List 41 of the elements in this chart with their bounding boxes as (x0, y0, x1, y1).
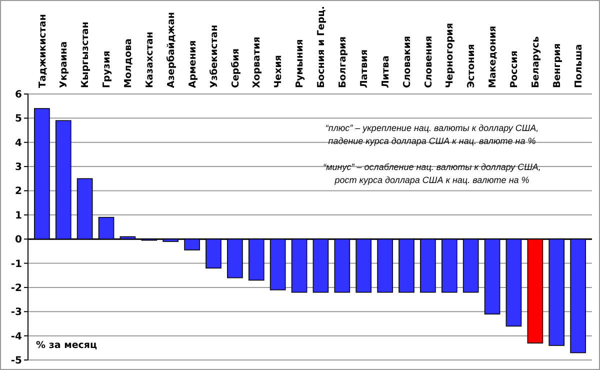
x-tick-label: Латвия (358, 49, 370, 88)
x-tick-label: Россия (509, 50, 520, 88)
x-tick-label: Хорватия (252, 36, 263, 88)
x-tick-label: Болгария (337, 36, 348, 88)
x-tick-label: Казахстан (144, 32, 156, 88)
y-tick-label: 0 (15, 234, 22, 246)
annotation: “минус” – ослабление нац. валюты к доллару США, рост курса доллара США к нац. валюте на % (323, 162, 541, 185)
y-tick-label: -2 (10, 282, 22, 294)
y-tick-label: 2 (15, 186, 22, 198)
y-tick-label: -4 (10, 331, 22, 342)
x-tick-label: Словения (423, 36, 434, 88)
y-tick-label: -5 (10, 356, 22, 366)
x-tick-label: Кыргызстан (80, 22, 92, 88)
x-tick-label: Украина (58, 41, 70, 88)
x-tick-label: Босния и Герц. (316, 6, 328, 88)
x-tick-label: Молдова (123, 38, 134, 88)
x-tick-label: Таджикистан (37, 14, 48, 88)
y-tick-label: 4 (15, 138, 22, 149)
x-tick-label: Македония (488, 26, 499, 88)
x-tick-label: Литва (380, 56, 392, 88)
y-tick-label: 1 (15, 210, 22, 222)
y-tick-label: 5 (15, 114, 22, 125)
x-tick-label: Эстония (466, 44, 478, 88)
x-tick-label: Беларусь (530, 36, 542, 88)
annotation: “плюс” – укрепление нац. валюты к доллару США, падение курса доллара США к нац. валюте на % (325, 123, 539, 146)
y-tick-label: -3 (10, 307, 22, 318)
x-tick-label: Румыния (294, 39, 306, 88)
x-tick-label: Черногория (444, 22, 456, 88)
y-tick-label: -1 (10, 258, 22, 270)
x-tick-label: Армения (187, 40, 198, 88)
x-tick-label: Азербайджан (166, 12, 177, 88)
x-tick-label: Чехия (273, 54, 284, 88)
x-tick-label: Словакия (402, 36, 413, 88)
y-axis-title: % за месяц (36, 340, 98, 351)
x-tick-label: Венгрия (552, 43, 563, 88)
x-tick-label: Сербия (230, 48, 242, 88)
x-tick-label: Грузия (102, 50, 113, 88)
y-tick-label: 3 (15, 162, 22, 174)
y-tick-label: 6 (15, 90, 22, 100)
x-tick-label: Узбекистан (208, 24, 220, 88)
x-tick-label: Польша (573, 44, 584, 88)
